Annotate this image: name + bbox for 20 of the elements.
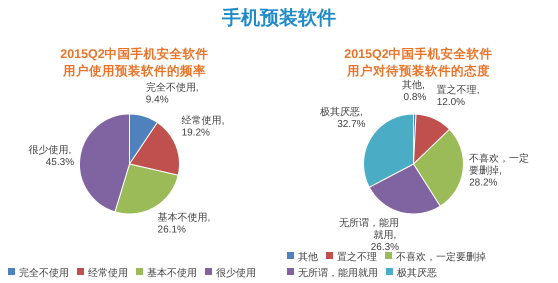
text: 手机预装软件 <box>221 7 336 29</box>
legend-label: 不喜欢，一定要删掉 <box>396 251 486 263</box>
value-label: 不喜欢，一定要删掉, 28.2% <box>469 154 530 189</box>
legend-label: 无所谓，能用就用 <box>298 267 378 279</box>
chart-title: 2015Q2中国手机安全软件用户使用预装软件的频率 <box>60 46 209 78</box>
value-label: 其他, 0.8% <box>402 80 426 104</box>
value-label: 完全不使用, 9.4% <box>146 82 199 106</box>
legend-label: 完全不使用 <box>19 267 69 279</box>
value-label: 置之不理, 12.0% <box>436 85 480 108</box>
legend-label: 其他 <box>298 251 318 263</box>
value-label: 基本不使用, 26.1% <box>158 212 210 236</box>
value-label: 经常使用, 19.2% <box>182 115 224 138</box>
value-label: 很少使用, 45.3% <box>28 144 74 168</box>
legend-label: 置之不理 <box>337 251 377 263</box>
value-label: 极其厌恶, 32.7% <box>320 107 366 130</box>
legend-label: 基本不使用 <box>147 267 197 279</box>
legend-label: 很少使用 <box>216 267 256 279</box>
legend-label: 极其厌恶 <box>396 267 437 279</box>
chart-title: 2015Q2中国手机安全软件用户对待预装软件的态度 <box>344 46 493 78</box>
legend-label: 经常使用 <box>88 267 128 279</box>
